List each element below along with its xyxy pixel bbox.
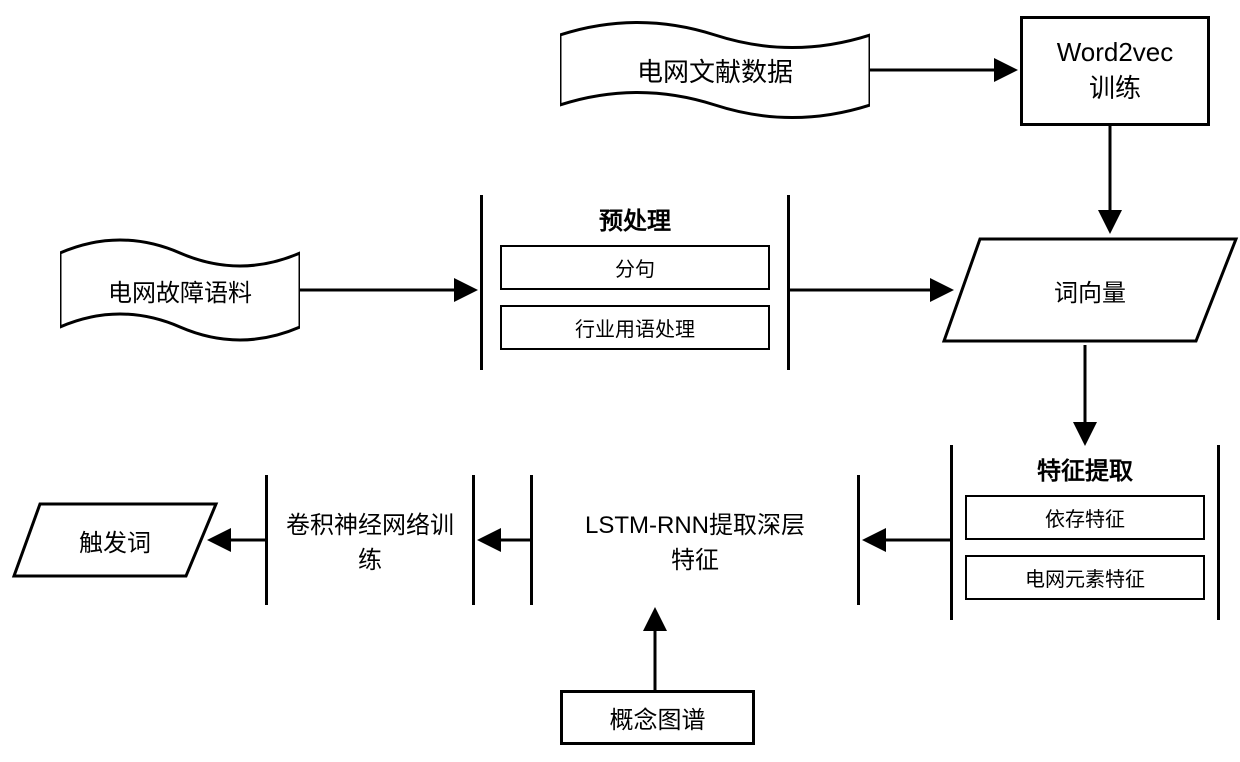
word-vec-label: 词向量 [1054, 273, 1126, 308]
feature-sub1-label: 依存特征 [1045, 503, 1125, 532]
feature-sub1: 依存特征 [965, 495, 1205, 540]
preprocess-sub1: 分句 [500, 245, 770, 290]
word2vec-label-1: Word2vec [1057, 37, 1174, 68]
word2vec-node: Word2vec 训练 [1020, 16, 1210, 126]
corpus-node: 电网故障语料 [60, 235, 300, 345]
lstm-label-1: LSTM-RNN提取深层 [585, 505, 805, 540]
lstm-node: LSTM-RNN提取深层 特征 [530, 475, 860, 605]
doc-data-node: 电网文献数据 [560, 20, 870, 120]
cnn-label-2: 练 [358, 540, 382, 575]
concept-node: 概念图谱 [560, 690, 755, 745]
corpus-label: 电网故障语料 [108, 273, 252, 308]
preprocess-sub1-label: 分句 [615, 253, 655, 282]
feature-extract-title: 特征提取 [1037, 451, 1133, 486]
feature-sub2: 电网元素特征 [965, 555, 1205, 600]
preprocess-title: 预处理 [599, 201, 671, 236]
trigger-label: 触发词 [79, 523, 151, 558]
lstm-label-2: 特征 [671, 540, 719, 575]
preprocess-sub2-label: 行业用语处理 [575, 313, 695, 342]
preprocess-sub2: 行业用语处理 [500, 305, 770, 350]
doc-data-label: 电网文献数据 [637, 52, 793, 89]
word-vec-node: 词向量 [940, 235, 1240, 345]
trigger-node: 触发词 [10, 500, 220, 580]
feature-sub2-label: 电网元素特征 [1025, 563, 1145, 592]
concept-label: 概念图谱 [610, 700, 706, 735]
cnn-node: 卷积神经网络训 练 [265, 475, 475, 605]
cnn-label-1: 卷积神经网络训 [286, 505, 454, 540]
word2vec-label-2: 训练 [1089, 68, 1141, 105]
